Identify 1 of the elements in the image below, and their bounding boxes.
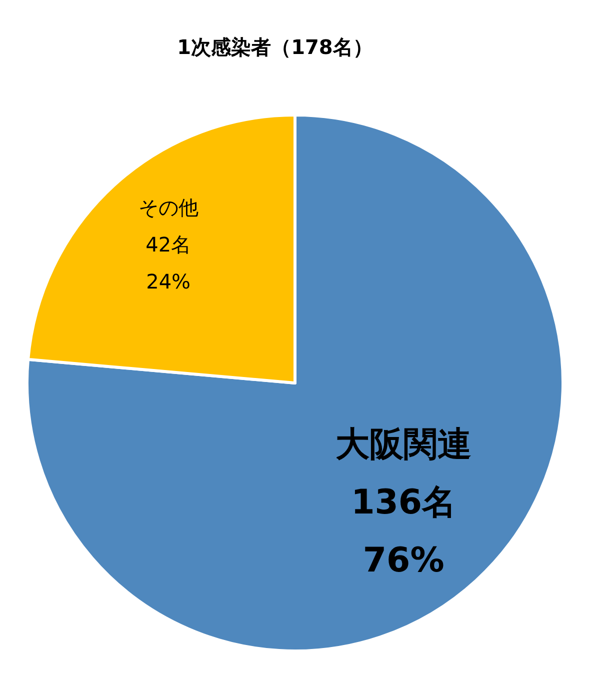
- title: 1次感染者（178名）: [177, 35, 373, 59]
